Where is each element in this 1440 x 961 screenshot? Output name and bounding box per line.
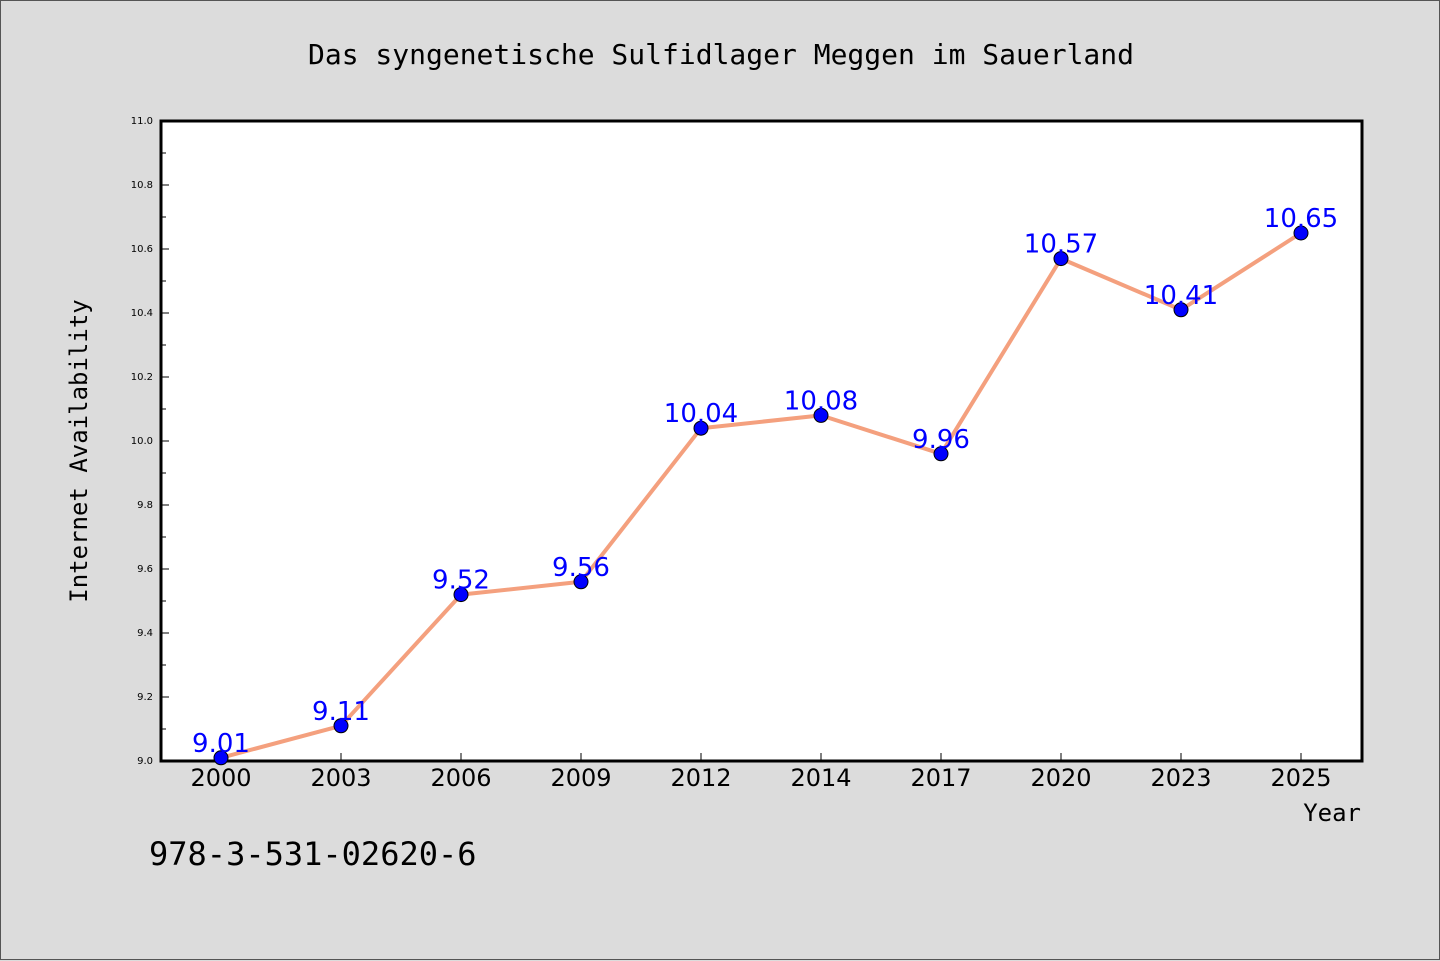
data-point: [333, 718, 349, 734]
x-tick-label: 2000: [190, 764, 251, 792]
x-tick-label: 2009: [550, 764, 611, 792]
y-tick-label: 10.6: [131, 244, 153, 255]
x-tick-label: 2012: [670, 764, 731, 792]
x-axis: 2000 2003 2006 2009 2012 2014 2017 2020 2023 2025: [190, 753, 1332, 792]
x-tick-label: 2006: [430, 764, 491, 792]
y-axis-label: Internet Availability: [65, 299, 93, 602]
y-tick-label: 10.2: [131, 372, 153, 383]
data-label: 9.96: [912, 425, 970, 455]
data-label: 9.01: [192, 729, 250, 759]
y-tick-label: 9.2: [137, 692, 153, 703]
plot-area: [159, 119, 1364, 763]
data-point: [453, 587, 469, 603]
y-tick-label: 9.6: [137, 564, 153, 575]
x-tick-label: 2020: [1030, 764, 1091, 792]
data-point: [1293, 225, 1309, 241]
data-point: [933, 446, 949, 462]
data-label: 10.41: [1144, 281, 1218, 311]
y-axis: 9.0 9.2 9.4 9.6 9.8 10.0 10.2 10.4 10.6 10.8 11.0: [131, 116, 169, 767]
data-label: 10.57: [1024, 230, 1098, 260]
series-layer: 9.01 9.11 9.52 9.56 10.04 10.08 9.96 10.57 10.41…: [192, 204, 1338, 766]
x-tick-label: 2017: [910, 764, 971, 792]
isbn-text: 978-3-531-02620-6: [149, 835, 477, 873]
y-tick-label: 10.4: [131, 308, 153, 319]
data-point: [1053, 251, 1069, 267]
y-tick-label: 9.4: [137, 628, 153, 639]
x-tick-label: 2023: [1150, 764, 1211, 792]
data-label: 9.11: [312, 697, 370, 727]
y-tick-label: 9.8: [137, 500, 153, 511]
y-tick-label: 10.0: [131, 436, 153, 447]
chart-title: Das syngenetische Sulfidlager Meggen im …: [308, 38, 1134, 71]
x-axis-label: Year: [1303, 799, 1361, 827]
data-point: [1173, 302, 1189, 318]
data-label: 10.04: [664, 399, 738, 429]
x-tick-label: 2014: [790, 764, 851, 792]
x-tick-label: 2003: [310, 764, 371, 792]
data-label: 10.08: [784, 386, 858, 416]
series-line: [220, 231, 1303, 760]
y-tick-label: 9.0: [137, 756, 153, 767]
y-tick-label: 11.0: [131, 116, 153, 127]
data-label: 10.65: [1264, 204, 1338, 234]
x-tick-label: 2025: [1270, 764, 1331, 792]
data-point: [693, 420, 709, 436]
data-point: [573, 574, 589, 590]
data-point: [213, 750, 229, 766]
data-label: 9.56: [552, 553, 610, 583]
data-label: 9.52: [432, 566, 490, 596]
data-point: [813, 407, 829, 423]
y-tick-label: 10.8: [131, 180, 153, 191]
